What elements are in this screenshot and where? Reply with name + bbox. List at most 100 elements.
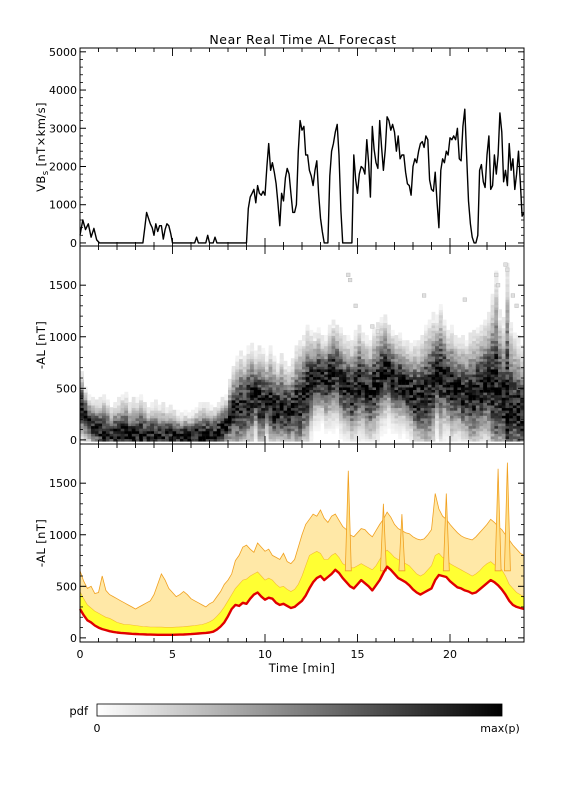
pdf-cell — [427, 319, 432, 326]
pdf-cell — [520, 345, 525, 352]
vbs-ylabel-main: VB — [34, 175, 48, 192]
pdf-cell — [450, 324, 454, 331]
pdf-cell — [346, 335, 351, 342]
pdf-cell — [179, 412, 184, 419]
pdf-cell — [194, 407, 199, 414]
pdf-cell — [154, 399, 158, 406]
band-max-line — [79, 493, 525, 610]
pdf-cell — [220, 396, 225, 403]
band-spike — [503, 462, 511, 572]
pdf-cell — [379, 316, 384, 323]
pdf-outlier-cell — [510, 293, 515, 298]
pdf-cell — [165, 407, 169, 414]
pdf-cell — [250, 342, 255, 349]
pdf-outlier-cell — [348, 277, 353, 283]
pdf-cell — [324, 335, 329, 342]
pdf-cell — [146, 407, 151, 414]
pdf-axes: 0 500 1000 1500 — [49, 246, 525, 447]
pdf-outlier-cell — [496, 283, 501, 288]
pdf-outlier-cell — [375, 329, 380, 334]
band-axes: 0 500 1000 1500 0 5 10 15 20 — [49, 444, 525, 661]
pdf-cell — [376, 322, 380, 329]
vbs-ytick-label: 5000 — [49, 46, 77, 59]
band-spike — [442, 493, 450, 572]
band-xtick-label: 0 — [77, 648, 84, 661]
pdf-cell — [205, 402, 210, 409]
pdf-cell — [368, 340, 373, 347]
pdf-cell — [438, 304, 443, 311]
pdf-cell — [435, 314, 440, 321]
pdf-cell — [327, 324, 332, 331]
pdf-cell — [446, 329, 451, 336]
pdf-ytick-label: 0 — [70, 434, 77, 447]
pdf-cell — [135, 396, 140, 403]
vbs-ytick-label: 2000 — [49, 160, 77, 173]
pdf-cell — [413, 340, 417, 347]
band-xtick-label: 20 — [443, 648, 457, 661]
pdf-cell — [191, 409, 195, 416]
pdf-cell — [172, 409, 177, 416]
pdf-cell — [176, 409, 181, 416]
colorbar-label: pdf — [69, 704, 89, 718]
pdf-cell — [342, 335, 347, 342]
pdf-cell — [339, 327, 343, 334]
pdf-cell — [142, 402, 147, 409]
pdf-cell — [305, 324, 310, 331]
pdf-cell — [364, 335, 369, 342]
pdf-cell — [416, 340, 421, 347]
band-xtick-label: 15 — [351, 648, 365, 661]
band-spike — [494, 468, 502, 572]
band-plot-area — [78, 462, 525, 636]
vbs-axes: 0 1000 2000 3000 4000 5000 — [49, 46, 525, 250]
pdf-cell — [83, 386, 88, 393]
pdf-cell — [102, 394, 107, 401]
vbs-series-line — [79, 108, 525, 244]
pdf-cell — [490, 293, 495, 300]
pdf-cell — [268, 345, 273, 352]
pdf-cell — [253, 350, 258, 357]
pdf-cell — [309, 329, 314, 336]
pdf-ytick-label: 500 — [56, 382, 77, 395]
pdf-cell — [87, 394, 92, 401]
colorbar-gradient — [96, 703, 503, 717]
pdf-cell — [372, 327, 377, 334]
pdf-cell — [246, 345, 251, 352]
pdf-cell — [453, 335, 458, 342]
band-q75-line — [79, 549, 525, 628]
colorbar-max-label: max(p) — [480, 722, 520, 735]
pdf-plot-area — [80, 262, 525, 442]
pdf-cell — [487, 311, 491, 318]
band-outer-area — [80, 493, 524, 635]
pdf-cell — [117, 396, 121, 403]
pdf-outlier-cell — [346, 272, 351, 277]
pdf-cell — [387, 324, 391, 331]
pdf-cell — [383, 314, 388, 321]
band-spike — [398, 514, 406, 572]
pdf-cell — [320, 335, 325, 342]
vbs-ylabel-sub: s — [41, 170, 51, 175]
pdf-cell — [261, 347, 266, 354]
pdf-cell — [483, 319, 488, 326]
vbs-ylabel: VBs [nT×km/s] — [34, 102, 51, 192]
pdf-cell — [98, 396, 103, 403]
pdf-cell — [202, 402, 206, 409]
pdf-cell — [209, 404, 214, 411]
pdf-cell — [80, 371, 84, 378]
vbs-plot-area — [79, 108, 525, 244]
pdf-cell — [131, 396, 136, 403]
pdf-outlier-cell — [494, 272, 499, 277]
pdf-outlier-cell — [422, 293, 427, 298]
pdf-cell — [161, 402, 166, 409]
pdf-cell — [224, 394, 229, 401]
pdf-cell — [216, 402, 221, 409]
pdf-outlier-cell — [514, 303, 519, 308]
pdf-cell — [187, 412, 192, 419]
colorbar-min-label: 0 — [94, 722, 101, 735]
pdf-cell — [498, 309, 502, 316]
vbs-ytick-label: 0 — [70, 237, 77, 250]
pdf-cell — [287, 365, 292, 372]
pdf-cell — [357, 324, 362, 331]
pdf-cell — [157, 404, 162, 411]
pdf-cell — [231, 365, 236, 372]
